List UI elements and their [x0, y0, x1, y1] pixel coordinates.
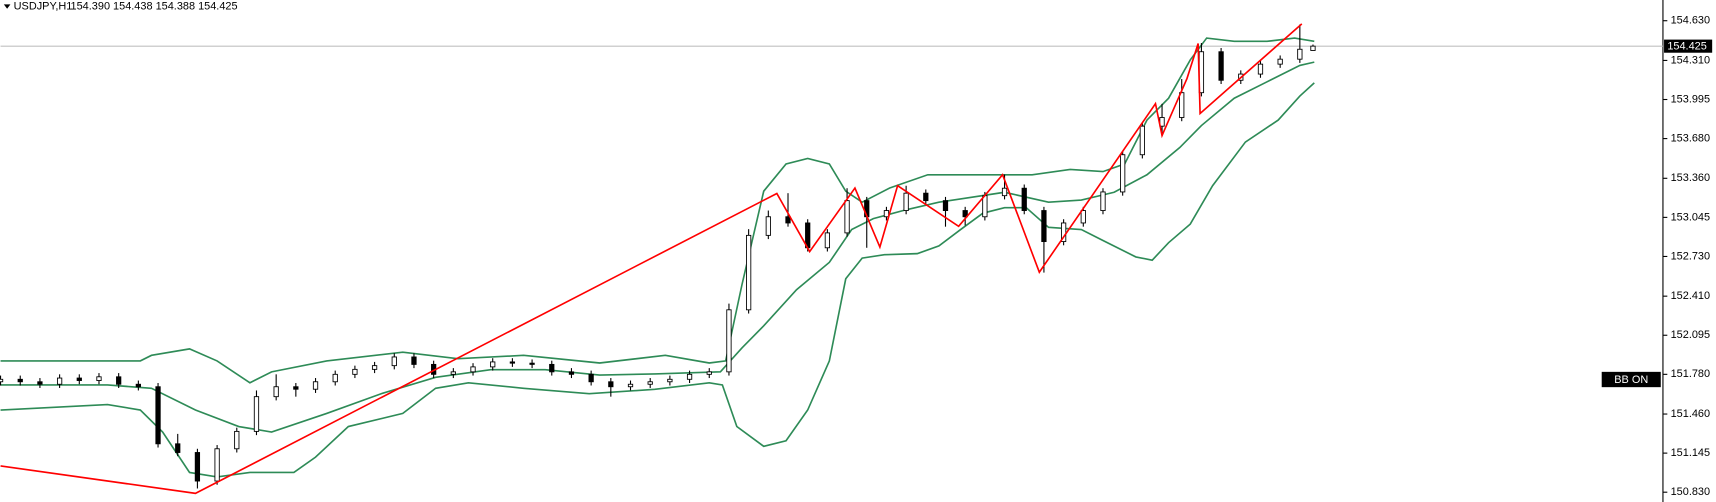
candle-body [608, 381, 614, 388]
candle-body [785, 216, 791, 224]
candle-body [214, 448, 220, 482]
candle-body [962, 210, 968, 218]
candle-body [332, 373, 338, 383]
candle-body [706, 371, 712, 375]
candle-body [1179, 92, 1185, 118]
candle-body [1120, 154, 1126, 193]
candle-body [549, 363, 555, 373]
candle-body [923, 192, 929, 202]
current-price-box [1664, 39, 1713, 53]
candle-body [1297, 48, 1303, 60]
candle-body [352, 368, 358, 375]
badge: BB ON [1614, 374, 1648, 386]
candle-body [37, 381, 43, 385]
current-price-label: 154.425 [1667, 41, 1706, 53]
candle-body [234, 430, 240, 450]
candle-body [982, 195, 988, 218]
candle-body [824, 232, 831, 249]
overlay-line [0, 37, 1315, 384]
y-tick-label: 153.680 [1671, 132, 1710, 144]
y-tick-label: 151.780 [1671, 368, 1710, 380]
candle-body [529, 362, 535, 365]
candle-body [253, 396, 260, 432]
candle-body [1060, 222, 1067, 243]
symbol: USDJPY,H1 [14, 0, 73, 12]
candle-body [1310, 45, 1316, 51]
candle-body [1139, 125, 1145, 156]
candle-body [76, 377, 82, 381]
y-tick-label: 151.460 [1671, 408, 1710, 420]
candle-body [371, 365, 378, 370]
candle-body [1218, 51, 1224, 81]
candle-body [175, 443, 181, 453]
y-tick-label: 150.830 [1671, 486, 1710, 498]
candle-body [667, 378, 673, 383]
candle-body [96, 376, 102, 381]
dropdown-arrow[interactable] [3, 4, 11, 9]
candle-body [1100, 191, 1106, 211]
candle-body [765, 216, 771, 236]
candle-body [647, 381, 653, 385]
y-tick-label: 153.045 [1671, 211, 1710, 223]
overlay-line [0, 82, 1315, 478]
y-tick-label: 151.145 [1671, 447, 1710, 459]
ohlc-header: 154.390 154.438 154.388 154.425 [71, 0, 238, 12]
y-tick-label: 153.995 [1671, 93, 1710, 105]
candle-body [56, 377, 63, 385]
y-tick-label: 154.630 [1671, 15, 1710, 27]
candle-body [844, 200, 850, 234]
candle-body [194, 452, 201, 482]
candle-body [293, 386, 299, 390]
candle-body [903, 192, 909, 211]
candle-body [490, 361, 496, 368]
overlay-line [0, 61, 1315, 433]
candle-body [155, 386, 161, 445]
y-tick-label: 152.730 [1671, 250, 1710, 262]
candle-body [726, 309, 732, 373]
y-tick-label: 154.310 [1671, 54, 1710, 66]
candle-body [470, 366, 476, 373]
candle-body [746, 234, 752, 311]
candle-body [627, 383, 634, 388]
candle-body [312, 381, 319, 390]
candle-body [568, 371, 575, 375]
overlay-line [0, 23, 1303, 495]
y-tick-label: 152.410 [1671, 290, 1710, 302]
candle-body [1080, 210, 1086, 224]
candle-body [1277, 58, 1283, 65]
candle-body [450, 371, 456, 375]
candle-body [942, 200, 949, 211]
badge-box [1601, 371, 1661, 388]
candle-body [116, 376, 122, 385]
candle-body [17, 378, 23, 383]
candle-body [588, 373, 594, 383]
candle-body [883, 210, 890, 218]
y-tick-label: 152.095 [1671, 329, 1710, 341]
candle-body [1001, 187, 1008, 197]
y-tick-label: 153.360 [1671, 172, 1710, 184]
candle-body [1041, 210, 1047, 243]
candle-body [509, 361, 516, 364]
candle-body [1257, 63, 1264, 75]
candle-body [0, 378, 4, 383]
candle-body [135, 383, 141, 388]
candle-body [1021, 187, 1027, 211]
candle-body [273, 386, 279, 398]
candle-body [391, 356, 397, 367]
candle-body [411, 356, 417, 365]
candle-body [686, 373, 693, 380]
